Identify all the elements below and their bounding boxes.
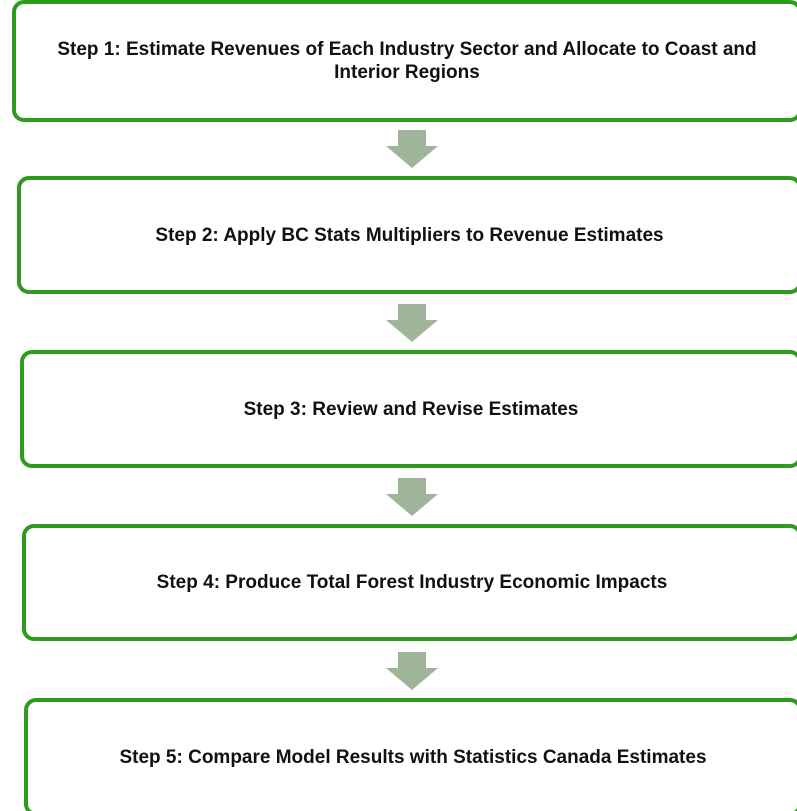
arrow <box>386 130 438 168</box>
step-box: Step 3: Review and Revise Estimates <box>20 350 797 468</box>
step-box: Step 1: Estimate Revenues of Each Indust… <box>12 0 797 122</box>
arrow <box>386 652 438 690</box>
arrow <box>386 304 438 342</box>
arrow <box>386 478 438 516</box>
step-box: Step 2: Apply BC Stats Multipliers to Re… <box>17 176 797 294</box>
step-box: Step 5: Compare Model Results with Stati… <box>24 698 797 811</box>
step-box: Step 4: Produce Total Forest Industry Ec… <box>22 524 797 641</box>
